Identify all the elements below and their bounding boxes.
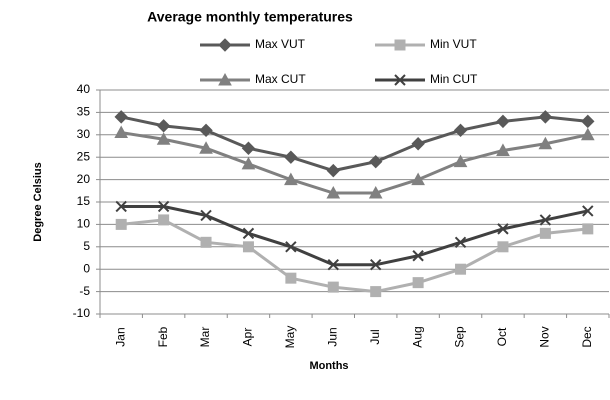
point-marker [582,205,594,217]
series-line [121,204,589,267]
x-tick-label: May [283,326,297,349]
point-marker [199,123,213,138]
chart-title: Average monthly temperatures [147,9,353,25]
x-tick-label: Apr [241,328,255,347]
point-marker [369,154,383,169]
point-marker [455,263,467,275]
y-tick-label: 40 [77,82,91,96]
point-marker [538,110,553,124]
point-marker [412,277,424,289]
point-marker [368,185,383,199]
x-tick-label: Jul [368,329,382,344]
series-line [120,115,588,173]
x-tick-label: Jun [325,327,339,346]
point-marker [411,172,425,186]
point-marker [326,185,341,199]
x-tick-label: Nov [538,326,552,347]
point-marker [580,127,595,141]
point-marker [539,214,552,226]
point-marker [199,141,213,154]
legend-label: Min CUT [430,72,478,86]
legend-marker [394,39,406,51]
series-line [121,218,588,294]
point-marker [370,259,382,271]
legend-marker [218,72,232,86]
series-line [120,131,589,195]
y-tick-label: -5 [79,284,90,298]
y-tick-label: 0 [83,261,90,275]
point-marker [242,227,255,240]
point-marker [327,281,339,293]
point-marker [411,137,425,151]
point-marker [156,132,171,145]
point-marker [538,136,553,150]
point-marker [200,209,212,222]
y-tick-label: 20 [77,172,91,186]
x-tick-label: Oct [495,327,509,346]
point-marker [454,236,467,249]
x-tick-label: Aug [410,326,424,347]
legend-marker [394,74,406,86]
point-marker [496,143,510,156]
point-marker [242,241,254,253]
point-marker [539,227,551,239]
y-tick-label: 15 [77,194,91,208]
y-tick-label: 5 [83,239,90,253]
point-marker [285,272,297,284]
point-marker [241,156,256,170]
x-axis-label: Months [309,360,348,372]
y-axis-label: Degree Celsius [32,162,44,241]
y-tick-label: -10 [73,306,91,320]
point-marker [327,259,339,271]
legend-label: Min VUT [430,37,477,51]
x-tick-label: Sep [453,326,467,348]
point-marker [114,110,128,124]
point-marker [156,119,171,133]
point-marker [115,218,127,230]
point-marker [284,150,298,164]
point-marker [284,172,298,186]
point-marker [453,123,468,138]
legend-label: Max VUT [255,37,306,51]
point-marker [158,214,170,226]
y-tick-label: 10 [77,217,91,231]
point-marker [200,236,212,248]
legend-label: Max CUT [255,72,306,86]
x-tick-label: Mar [198,327,212,348]
x-tick-label: Jan [113,327,127,346]
point-marker [497,241,509,253]
y-tick-label: 30 [77,127,91,141]
point-marker [412,250,424,262]
legend-marker [218,38,232,52]
point-marker [114,125,129,139]
y-tick-label: 35 [77,105,91,119]
point-marker [326,163,340,178]
point-marker [582,223,594,235]
point-marker [115,200,127,213]
point-marker [453,154,468,168]
point-marker [285,241,297,253]
point-marker [581,114,595,129]
x-tick-label: Feb [156,326,170,347]
point-marker [370,286,382,298]
point-marker [157,200,170,213]
y-tick-label: 25 [77,149,91,163]
point-marker [496,114,510,129]
point-marker [241,141,256,155]
point-marker [497,223,509,235]
x-tick-label: Dec [580,326,594,347]
